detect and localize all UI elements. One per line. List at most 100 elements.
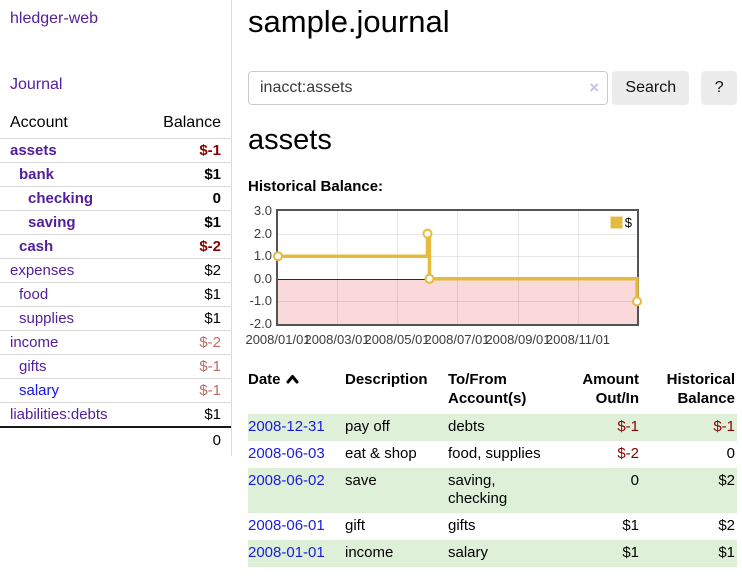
col-date[interactable]: Date [248, 368, 345, 414]
y-tick-label: 0.0 [253, 270, 272, 286]
chart-point [424, 273, 435, 284]
y-tick-label: -2.0 [249, 316, 272, 331]
account-link-gifts[interactable]: gifts [19, 358, 47, 375]
table-row[interactable]: 2008-01-01 income salary $1 $1 [248, 540, 737, 567]
clear-search-icon[interactable]: × [589, 78, 600, 97]
gridline [397, 211, 398, 324]
account-page-title: assets [248, 124, 332, 156]
balance-line-chart [273, 228, 642, 307]
search-form: × Search ? [248, 71, 737, 105]
account-link-saving[interactable]: saving [28, 214, 76, 231]
txn-date-link[interactable]: 2008-12-31 [248, 418, 325, 435]
account-link-supplies[interactable]: supplies [19, 310, 75, 327]
gridline [278, 256, 637, 258]
account-row-liabilities-debts: liabilities:debts $1 [0, 402, 231, 426]
account-balance: $-1 [199, 142, 221, 159]
table-row[interactable]: 2008-06-01 gift gifts $1 $2 [248, 513, 737, 540]
account-balance: $1 [204, 406, 221, 423]
txn-date-link[interactable]: 2008-06-02 [248, 472, 325, 489]
x-tick-label: 2008/01/01 [245, 332, 311, 347]
search-input[interactable] [248, 71, 609, 105]
search-button[interactable]: Search [612, 71, 690, 105]
account-balance: $2 [204, 262, 221, 279]
account-link-liabilities-debts[interactable]: liabilities:debts [10, 406, 108, 423]
txn-balance: $1 [718, 544, 735, 561]
txn-date-link[interactable]: 2008-06-01 [248, 517, 325, 534]
col-accounts: To/From Account(s) [448, 371, 527, 407]
account-row-supplies: supplies $1 [0, 306, 231, 330]
account-link-income[interactable]: income [10, 334, 59, 351]
table-row[interactable]: 2008-06-03 eat & shop food, supplies $-2… [248, 441, 737, 468]
txn-date-link[interactable]: 2008-01-01 [248, 544, 325, 561]
account-balance: 0 [212, 190, 221, 207]
accounts-header-account: Account [10, 114, 68, 131]
y-tick-label: -1.0 [249, 293, 272, 309]
account-balance: $1 [204, 166, 221, 183]
col-amount: Amount Out/In [582, 371, 639, 407]
txn-description: eat & shop [345, 445, 417, 462]
main-content: sample.journal × Search ? assets Histori… [233, 0, 742, 582]
account-link-expenses[interactable]: expenses [10, 262, 75, 279]
account-balance: $-1 [199, 358, 221, 375]
account-row-bank: bank $1 [0, 162, 231, 186]
account-row-cash: cash $-2 [0, 234, 231, 258]
nav-journal-link[interactable]: Journal [10, 76, 63, 93]
txn-description: income [345, 544, 394, 561]
col-date-label: Date [248, 371, 281, 388]
account-link-bank[interactable]: bank [19, 166, 55, 183]
txn-balance: $2 [718, 472, 735, 489]
x-tick-label: 2008/07/01 [424, 332, 490, 347]
txn-accounts: food, supplies [448, 445, 541, 462]
register-header-row: Date Description To/From Account(s) Amou… [248, 368, 737, 414]
accounts-panel: Account Balance assets $-1 bank $1 check… [0, 110, 231, 453]
account-row-salary: salary $-1 [0, 378, 231, 402]
page-title: sample.journal [248, 4, 450, 39]
x-tick-label: 2008/03/01 [304, 332, 370, 347]
x-tick-label: 2008/09/01 [485, 332, 551, 347]
account-link-cash[interactable]: cash [19, 238, 54, 255]
account-balance: $1 [204, 286, 221, 303]
chart-title: Historical Balance: [248, 178, 384, 195]
account-balance: $1 [204, 214, 221, 231]
account-row-food: food $1 [0, 282, 231, 306]
balance-chart-plot: $ [273, 209, 642, 326]
gridline [577, 211, 579, 324]
accounts-total: 0 [0, 426, 231, 453]
legend-label: $ [624, 215, 632, 230]
txn-accounts: salary [448, 544, 489, 561]
txn-description: pay off [345, 418, 390, 435]
app-brand-link[interactable]: hledger-web [10, 10, 99, 27]
txn-accounts: saving, checking [448, 472, 508, 507]
account-row-gifts: gifts $-1 [0, 354, 231, 378]
txn-description: gift [345, 517, 366, 534]
txn-balance: $-1 [713, 418, 735, 435]
account-balance: $-2 [199, 238, 221, 255]
balance-chart: $ 3.0 2.0 1.0 0.0 -1.0 -2.0 2008/01/01 2008/03/… [245, 203, 737, 351]
gridline [278, 301, 637, 303]
sort-asc-icon [286, 370, 299, 389]
y-tick-label: 3.0 [253, 203, 272, 218]
account-balance: $-1 [199, 382, 221, 399]
account-link-checking[interactable]: checking [28, 190, 94, 207]
account-row-checking: checking 0 [0, 186, 231, 210]
x-tick-label: 2008/11/01 [545, 332, 611, 347]
table-row[interactable]: 2008-06-02 save saving, checking 0 $2 [248, 468, 737, 513]
account-row-assets: assets $-1 [0, 138, 231, 162]
account-row-saving: saving $1 [0, 210, 231, 234]
sidebar: hledger-web Journal Account Balance asse… [0, 0, 232, 456]
register-table: Date Description To/From Account(s) Amou… [248, 368, 737, 567]
account-link-food[interactable]: food [19, 286, 49, 303]
help-button[interactable]: ? [701, 71, 737, 105]
txn-amount: $1 [622, 544, 639, 561]
chart-point [422, 228, 433, 239]
account-link-salary[interactable]: salary [19, 382, 60, 399]
txn-description: save [345, 472, 377, 489]
txn-date-link[interactable]: 2008-06-03 [248, 445, 325, 462]
gridline [457, 211, 458, 324]
table-row[interactable]: 2008-12-31 pay off debts $-1 $-1 [248, 414, 737, 441]
gridline [517, 211, 519, 324]
chart-point [273, 251, 283, 262]
account-balance: $1 [204, 310, 221, 327]
account-link-assets[interactable]: assets [10, 142, 57, 159]
chart-point [632, 296, 642, 307]
